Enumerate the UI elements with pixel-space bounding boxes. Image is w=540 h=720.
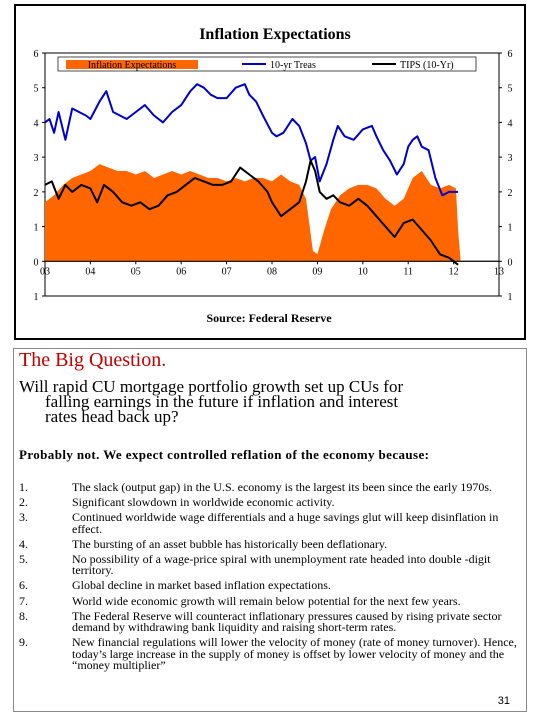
x-tick-label: 06 [176,266,186,277]
y-tick-label-right: 2 [508,188,513,199]
list-item: 4. The bursting of an asset bubble has hi… [19,536,524,551]
plot-border [44,52,500,297]
list-item: 5. No possibility of a wage-price spiral … [19,551,524,578]
item-number: 1. [19,480,28,494]
y-tick-label-left: 2 [34,188,39,199]
item-number: 3. [19,510,28,525]
inflation-expectations-area [45,164,461,262]
x-tick-label: 12 [449,266,459,277]
item-text: Significant slowdown in worldwide econom… [72,495,335,510]
item-number: 5. [19,551,28,566]
lead-statement: Probably not. We expect controlled refla… [19,447,430,462]
y-tick-label-right: 6 [508,49,513,60]
question-line: rates head back up? [45,407,179,426]
item-text: No possibility of a wage-price spiral wi… [72,551,491,578]
item-text: World wide economic growth will remain b… [72,593,461,608]
chart-source: Source: Federal Reserve [206,311,332,325]
list-item: 9. New financial regulations will lower t… [19,635,524,673]
item-number: 7. [19,593,28,608]
legend-swatch-area [66,60,198,69]
question-text: Will rapid CU mortgage portfolio growth … [19,377,519,426]
list-item: 1. The slack (output gap) in the U.S. eco… [19,480,524,494]
y-tick-label-right: 5 [508,84,513,95]
item-number: 4. [19,536,28,551]
list-item: 2. Significant slowdown in worldwide econ… [19,495,524,510]
x-tick-label: 04 [85,266,95,277]
tips-10yr-line [44,159,459,266]
chart-title: Inflation Expectations [199,26,351,43]
legend-label: TIPS (10-Yr) [400,60,454,71]
x-tick-label: 05 [131,266,141,277]
item-number: 8. [19,608,28,623]
x-tick-label: 08 [267,266,277,277]
item-number: 9. [19,635,28,650]
item-text: The slack (output gap) in the U.S. econo… [72,480,493,494]
item-text: Global decline in market based inflation… [72,578,331,593]
legend-label: Inflation Expectations [88,60,177,71]
inflation-chart: Inflation Expectations Source: Federal R… [34,26,513,325]
chart-panel: Inflation Expectations Source: Federal R… [14,4,526,340]
plot-area: 6 65 54 43 32 21 10 01 103 04 05 06 07 08 09 10 11 12 13 [34,49,513,303]
question-line: Will rapid CU mortgage portfolio growth … [19,377,404,396]
text-panel: The Big Question. Will rapid CU mortgage… [13,348,527,712]
treasury-10yr-line [44,83,459,197]
y-tick-label-right: 1 [508,292,513,303]
y-tick-label-left: 1 [34,223,39,234]
x-tick-label: 13 [494,266,504,277]
y-tick-label-right: 0 [508,257,513,268]
y-tick-label-left: 3 [34,153,39,164]
y-tick-label-right: 4 [508,118,513,129]
y-tick-label-left: 0 [34,257,39,268]
page-number: 31 [497,695,510,707]
item-number: 6. [19,578,28,593]
y-tick-label-left: 5 [34,84,39,95]
item-text: The Federal Reserve will counteract infl… [72,608,502,635]
legend: Inflation Expectations 10-yr Treas TIPS (1… [57,56,477,72]
item-text: Continued worldwide wage differentials a… [72,510,499,536]
y-tick-label-right: 1 [508,223,513,234]
x-tick-label: 11 [403,266,413,277]
x-tick-label: 07 [222,266,232,277]
reasons-list: 1. The slack (output gap) in the U.S. eco… [19,480,524,675]
x-tick-label: 10 [358,266,368,277]
list-item: 8. The Federal Reserve will counteract in… [19,608,524,635]
item-number: 2. [19,495,28,510]
list-item: 6. Global decline in market based inflati… [19,578,524,593]
y-tick-label-left: 6 [34,49,39,60]
y-tick-label-right: 3 [508,153,513,164]
legend-label: 10-yr Treas [270,60,316,71]
item-text: New financial regulations will lower the… [72,635,517,673]
section-heading: The Big Question. [19,349,167,371]
y-tick-label-left: 1 [34,292,39,303]
item-text: The bursting of an asset bubble has hist… [72,536,388,551]
list-item: 3. Continued worldwide wage differentials… [19,510,524,536]
question-line: falling earnings in the future if inflat… [45,392,399,411]
x-tick-label: 09 [312,266,322,277]
list-item: 7. World wide economic growth will remain… [19,593,524,608]
x-tick-label: 03 [40,266,50,277]
y-tick-label-left: 4 [34,118,39,129]
